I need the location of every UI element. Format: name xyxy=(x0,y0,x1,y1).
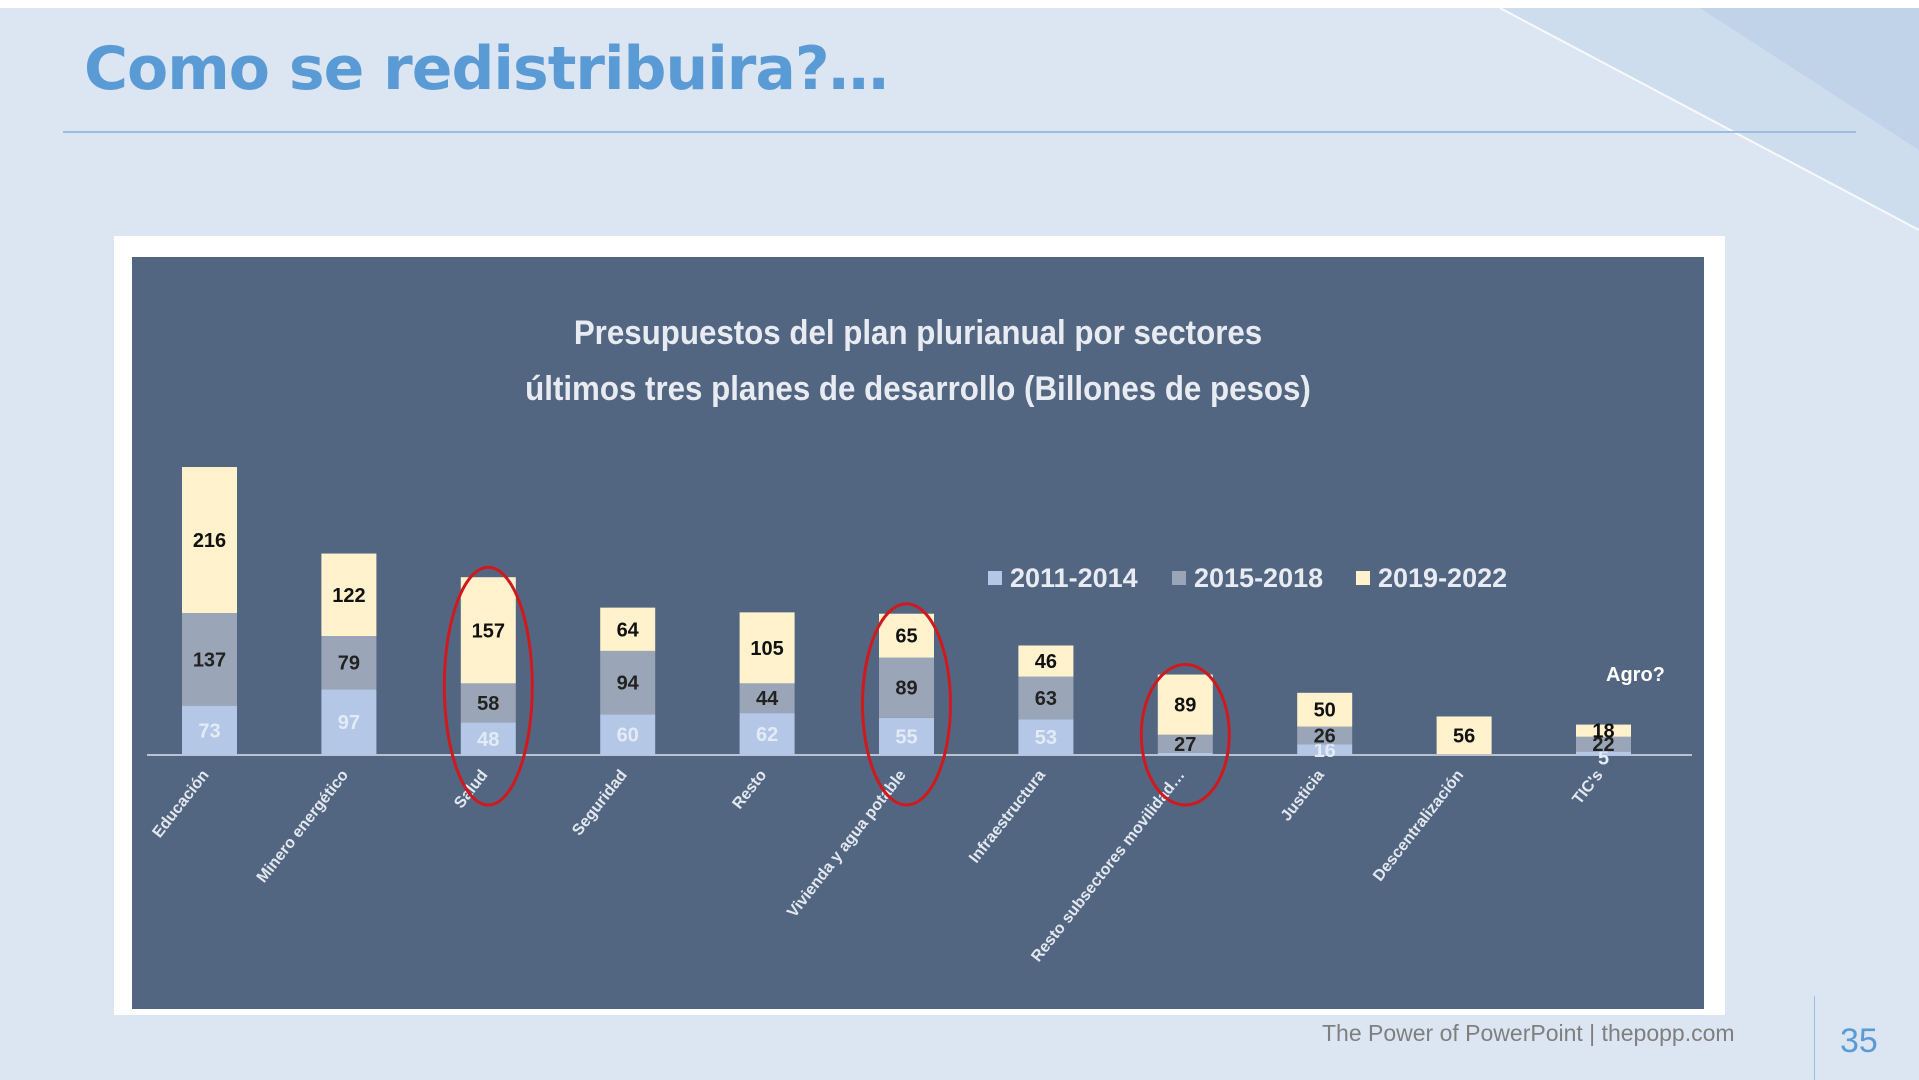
bar-2-1 xyxy=(182,613,237,706)
category-label-2: Minero energético xyxy=(254,767,352,886)
chart-title-block: Presupuestos del plan plurianual por sec… xyxy=(195,305,1641,417)
bar-1-8 xyxy=(1157,752,1213,755)
footer-divider xyxy=(1814,996,1815,1080)
data-label-3-8: 89 xyxy=(1174,695,1196,717)
data-label-2-1: 137 xyxy=(193,649,226,671)
bar-3-2 xyxy=(321,553,377,637)
bar-3-10 xyxy=(1436,716,1492,755)
bar-2-6 xyxy=(879,657,934,718)
data-label-1-11: 5 xyxy=(1598,748,1609,770)
bar-3-5 xyxy=(739,612,795,684)
data-label-3-11: 18 xyxy=(1592,721,1614,743)
bar-1-3 xyxy=(460,722,516,755)
category-label-6: Vivienda y agua potable xyxy=(784,767,909,921)
highlight-circle-3 xyxy=(1139,663,1231,807)
bar-1-4 xyxy=(600,714,656,755)
category-label-11: TIC's xyxy=(1570,767,1607,808)
bar-3-1 xyxy=(182,467,237,614)
data-label-3-1: 216 xyxy=(193,530,226,552)
data-label-3-5: 105 xyxy=(750,638,783,660)
data-label-2-3: 58 xyxy=(477,693,499,715)
data-label-1-2: 97 xyxy=(338,712,360,734)
data-label-2-9: 26 xyxy=(1314,725,1336,747)
data-label-2-8: 27 xyxy=(1174,734,1196,756)
data-label-3-10: 56 xyxy=(1453,725,1475,747)
data-label-3-6: 65 xyxy=(895,626,917,648)
top-bar xyxy=(0,0,1919,8)
agro-annotation: Agro? xyxy=(1606,664,1665,686)
data-label-3-7: 46 xyxy=(1035,651,1057,673)
bar-2-8 xyxy=(1157,734,1213,753)
chart-plot: 73 137 216 Educación 97 79 122 Minero energétic… xyxy=(147,467,1692,965)
data-label-1-4: 60 xyxy=(617,725,639,747)
data-label-2-6: 89 xyxy=(895,678,917,700)
highlight-circle-2 xyxy=(861,602,952,807)
bar-2-3 xyxy=(460,683,516,723)
chart-subtitle: últimos tres planes de desarrollo (Billo… xyxy=(525,370,1311,408)
data-label-2-4: 94 xyxy=(617,673,640,695)
category-label-7: Infraestructura xyxy=(966,767,1049,867)
data-label-3-4: 64 xyxy=(617,619,640,641)
bar-1-11 xyxy=(1576,751,1631,755)
footer-text: The Power of PowerPoint | thepopp.com xyxy=(1322,1020,1735,1046)
bar-2-10 xyxy=(1436,754,1492,755)
data-label-1-9: 16 xyxy=(1314,740,1336,762)
bar-3-3 xyxy=(460,577,516,684)
bar-1-2 xyxy=(321,689,377,755)
data-label-1-5: 62 xyxy=(756,724,778,746)
bar-3-4 xyxy=(600,607,656,651)
bar-3-11 xyxy=(1576,724,1631,737)
bar-2-5 xyxy=(739,683,795,714)
category-label-5: Resto xyxy=(729,767,770,813)
data-label-3-2: 122 xyxy=(332,585,365,607)
bar-1-7 xyxy=(1018,719,1074,755)
bar-1-5 xyxy=(739,713,795,755)
data-label-2-2: 79 xyxy=(338,653,360,675)
data-label-2-7: 63 xyxy=(1035,688,1057,710)
category-label-9: Justicia xyxy=(1278,767,1328,825)
bar-3-9 xyxy=(1297,692,1353,727)
legend-swatch-1 xyxy=(988,571,1002,585)
bar-3-8 xyxy=(1157,674,1213,735)
data-label-1-3: 48 xyxy=(477,729,499,751)
title-divider xyxy=(63,131,1856,133)
bar-1-6 xyxy=(879,717,934,755)
data-label-1-7: 53 xyxy=(1035,727,1057,749)
legend-swatch-2 xyxy=(1172,571,1186,585)
data-label-1-6: 55 xyxy=(895,726,917,748)
highlight-circle-1 xyxy=(442,565,534,807)
category-label-4: Seguridad xyxy=(569,767,631,839)
legend-label-1: 2011-2014 xyxy=(1010,563,1138,593)
legend-label-2: 2015-2018 xyxy=(1194,563,1323,593)
data-label-3-9: 50 xyxy=(1314,700,1336,722)
category-label-1: Educación xyxy=(149,767,212,841)
bar-2-9 xyxy=(1297,726,1353,745)
bar-2-4 xyxy=(600,650,656,715)
chart-title: Presupuestos del plan plurianual por sec… xyxy=(573,314,1263,352)
page-number: 35 xyxy=(1840,1022,1878,1060)
bar-2-7 xyxy=(1018,676,1074,720)
bar-1-9 xyxy=(1297,744,1353,755)
data-label-2-5: 44 xyxy=(756,688,779,710)
slide-title: Como se redistribuira?… xyxy=(84,34,889,104)
bar-3-7 xyxy=(1018,645,1074,677)
data-label-2-11: 22 xyxy=(1592,734,1614,756)
bar-2-11 xyxy=(1576,736,1631,752)
data-label-1-1: 73 xyxy=(198,720,220,742)
bar-3-6 xyxy=(879,613,934,658)
data-label-3-3: 157 xyxy=(472,620,505,642)
category-label-10: Descentralización xyxy=(1370,767,1467,885)
bar-2-2 xyxy=(321,636,377,690)
legend-swatch-3 xyxy=(1356,571,1370,585)
legend-label-3: 2019-2022 xyxy=(1378,563,1507,593)
bar-1-1 xyxy=(182,705,237,755)
